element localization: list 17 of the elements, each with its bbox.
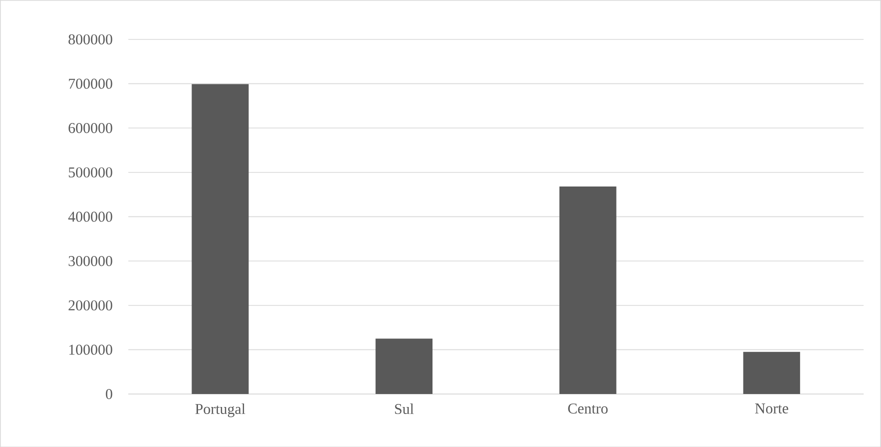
y-tick-label: 400000 — [68, 211, 112, 222]
bar — [192, 84, 249, 394]
y-tick-label: 700000 — [68, 78, 112, 89]
x-tick-label: Sul — [395, 403, 414, 414]
x-tick-label: Norte — [755, 403, 788, 414]
y-tick-label: 100000 — [69, 344, 112, 355]
y-tick-label: 0 — [106, 388, 112, 399]
bar — [376, 338, 433, 394]
x-tick-label: Portugal — [195, 403, 246, 417]
bar — [743, 352, 800, 394]
bar — [559, 186, 616, 394]
x-tick-label: Centro — [568, 403, 608, 414]
y-tick-label: 600000 — [68, 122, 112, 133]
y-tick-label: 500000 — [68, 167, 112, 178]
y-tick-label: 800000 — [68, 34, 112, 44]
y-tick-label: 300000 — [68, 256, 112, 266]
y-tick-label: 200000 — [68, 300, 112, 310]
